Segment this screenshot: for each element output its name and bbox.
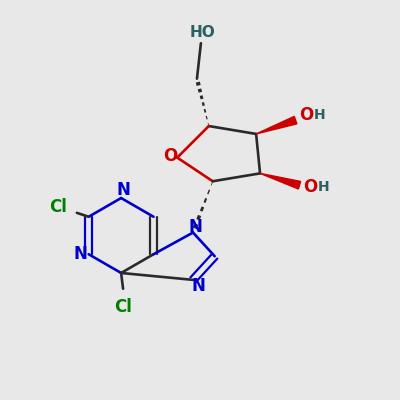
Text: Cl: Cl [114, 298, 132, 316]
Text: H: H [314, 108, 326, 122]
Text: Cl: Cl [49, 198, 67, 216]
Polygon shape [256, 116, 297, 134]
Text: HO: HO [190, 25, 216, 40]
Text: H: H [318, 180, 330, 194]
Text: N: N [116, 181, 130, 199]
Text: O: O [300, 106, 314, 124]
Text: N: N [192, 277, 206, 295]
Text: O: O [163, 147, 177, 165]
Text: O: O [304, 178, 318, 196]
Text: N: N [74, 245, 88, 263]
Polygon shape [260, 173, 301, 189]
Text: N: N [188, 218, 202, 236]
